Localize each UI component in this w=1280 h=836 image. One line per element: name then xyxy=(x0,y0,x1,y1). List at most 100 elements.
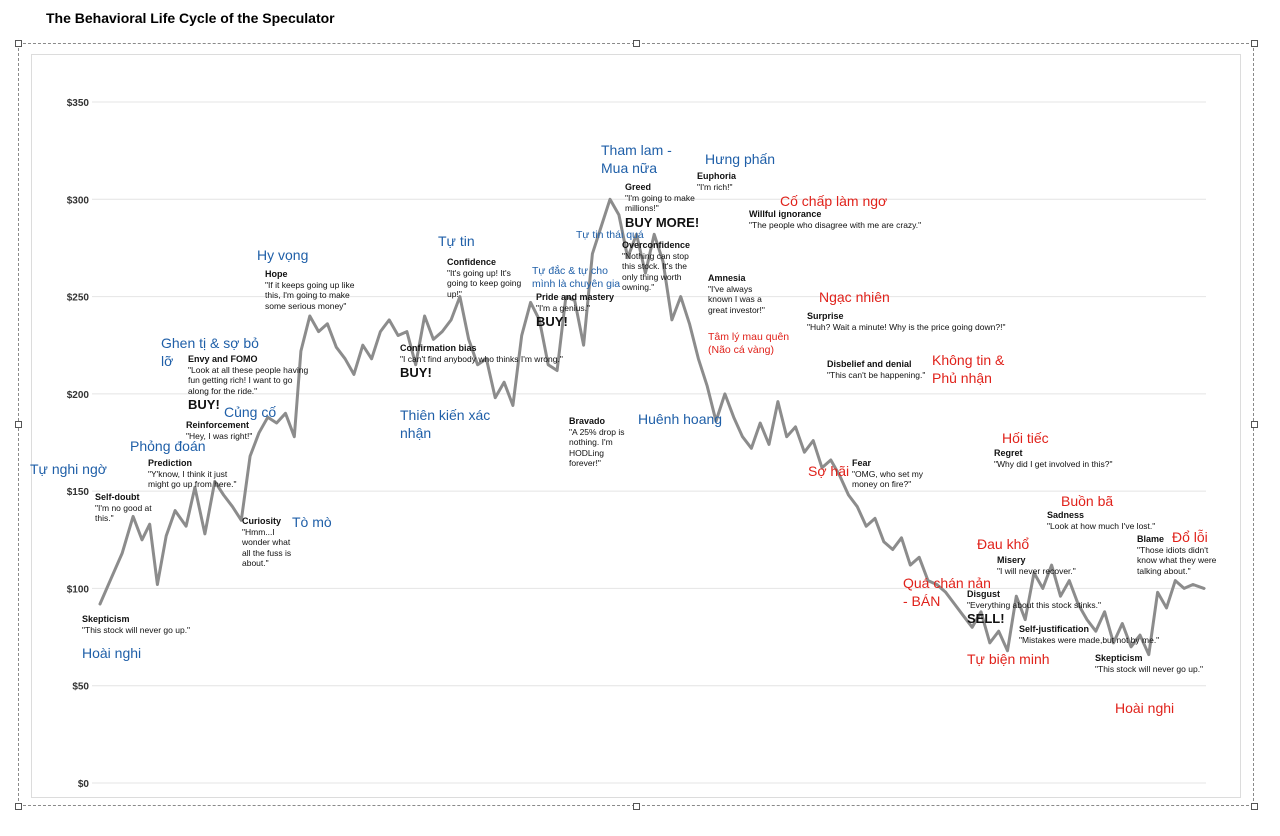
annotation-head: Confidence xyxy=(447,257,497,267)
annotation-pride-mastery: Pride and mastery "I'm a genius." BUY! xyxy=(536,292,628,330)
annotation-skepticism-end: Skepticism "This stock will never go up.… xyxy=(1095,653,1207,674)
vn-label-co-chap: Cố chấp làm ngơ xyxy=(780,193,888,209)
annotation-bravado: Bravado "A 25% drop is nothing. I'm HODL… xyxy=(569,416,627,468)
vn-label-buon-ba: Buồn bã xyxy=(1061,493,1114,509)
annotation-head: Overconfidence xyxy=(622,240,691,250)
annotation-head: Bravado xyxy=(569,416,606,426)
annotation-quote: "I've always known I was a great investo… xyxy=(708,283,765,315)
annotation-skepticism-start: Skepticism "This stock will never go up.… xyxy=(82,614,212,635)
annotation-misery: Misery "I will never recover." xyxy=(997,555,1097,576)
annotation-greed: Greed "I'm going to make millions!" BUY … xyxy=(625,182,703,231)
annotation-head: Sadness xyxy=(1047,510,1085,520)
annotation-quote: "A 25% drop is nothing. I'm HODLing fore… xyxy=(569,426,625,469)
vn-label-so-hai: Sợ hãi xyxy=(808,463,850,479)
annotation-overconfidence: Overconfidence "Nothing can stop this st… xyxy=(622,240,694,292)
chart-image-border xyxy=(31,54,1241,798)
annotation-quote: "Everything about this stock stinks." xyxy=(967,599,1102,610)
annotation-head: Curiosity xyxy=(242,516,282,526)
y-tick-label: $50 xyxy=(72,682,89,693)
annotation-self-justification: Self-justification "Mistakes were made,b… xyxy=(1019,624,1179,645)
annotation-head: Skepticism xyxy=(1095,653,1143,663)
annotation-quote: "If it keeps going up like this, I'm goi… xyxy=(265,279,355,311)
y-tick-label: $200 xyxy=(67,390,90,401)
annotation-regret: Regret "Why did I get involved in this?" xyxy=(994,448,1134,469)
resize-handle-bottom-center[interactable] xyxy=(633,803,640,810)
annotation-head: Skepticism xyxy=(82,614,130,624)
vn-label-dau-kho: Đau khổ xyxy=(977,536,1030,552)
vn-label-ngac-nhien: Ngạc nhiên xyxy=(819,289,890,305)
annotation-quote: "Hmm...I wonder what all the fuss is abo… xyxy=(242,526,292,569)
annotation-head: Misery xyxy=(997,555,1026,565)
annotation-quote: "Look at how much I've lost." xyxy=(1047,520,1156,531)
y-tick-label: $0 xyxy=(78,779,90,790)
annotation-quote: "This stock will never go up." xyxy=(82,624,191,635)
annotation-quote: "This can't be happening." xyxy=(827,369,926,380)
annotation-curiosity: Curiosity "Hmm...I wonder what all the f… xyxy=(242,516,292,568)
annotation-fear: Fear "OMG, who set my money on fire?" xyxy=(852,458,932,490)
vn-label-hoai-nghi-start: Hoài nghi xyxy=(82,645,142,661)
vn-label-hoi-tiec: Hối tiếc xyxy=(1002,430,1049,446)
annotation-action: BUY MORE! xyxy=(625,214,700,230)
annotation-quote: "Huh? Wait a minute! Why is the price go… xyxy=(807,321,1006,332)
annotation-head: Self-doubt xyxy=(95,492,140,502)
annotation-hope: Hope "If it keeps going up like this, I'… xyxy=(265,269,365,311)
annotation-head: Blame xyxy=(1137,534,1165,544)
annotation-disbelief-denial: Disbelief and denial "This can't be happ… xyxy=(827,359,937,380)
resize-handle-top-right[interactable] xyxy=(1251,40,1258,47)
vn-label-tu-bien-minh: Tự biện minh xyxy=(967,651,1050,667)
vn-label-do-loi: Đổ lỗi xyxy=(1172,529,1208,545)
annotation-quote: "Look at all these people having fun get… xyxy=(188,364,309,396)
annotation-head: Disbelief and denial xyxy=(827,359,912,369)
annotation-willful-ignorance: Willful ignorance "The people who disagr… xyxy=(749,209,939,230)
annotation-head: Regret xyxy=(994,448,1023,458)
annotation-action: BUY! xyxy=(536,314,568,330)
annotation-action: BUY! xyxy=(188,397,220,413)
annotation-head: Surprise xyxy=(807,311,844,321)
annotation-head: Pride and mastery xyxy=(536,292,615,302)
vn-label-khong-tin: Không tin & Phủ nhận xyxy=(932,352,1005,386)
annotation-head: Euphoria xyxy=(697,171,737,181)
vn-label-tu-tin-thai-qua: Tự tin thái quá xyxy=(576,229,644,241)
annotation-quote: "Mistakes were made,but not by me." xyxy=(1019,634,1160,645)
resize-handle-bottom-left[interactable] xyxy=(15,803,22,810)
annotation-quote: "Nothing can stop this stock. It's the o… xyxy=(622,250,689,293)
annotation-envy-fomo: Envy and FOMO "Look at all these people … xyxy=(188,354,310,413)
annotation-blame: Blame "Those idiots didn't know what the… xyxy=(1137,534,1219,576)
resize-handle-bottom-right[interactable] xyxy=(1251,803,1258,810)
annotation-confirmation-bias: Confirmation bias "I can't find anybody … xyxy=(400,343,575,381)
annotation-quote: "I can't find anybody who thinks I'm wro… xyxy=(400,353,563,364)
vn-label-hoai-nghi-end: Hoài nghi xyxy=(1115,700,1175,716)
document-title: The Behavioral Life Cycle of the Specula… xyxy=(46,10,335,26)
price-line xyxy=(98,197,1206,657)
resize-handle-middle-right[interactable] xyxy=(1251,421,1258,428)
annotation-quote: "It's going up! It's going to keep going… xyxy=(447,267,522,299)
annotation-self-doubt: Self-doubt "I'm no good at this." xyxy=(95,492,153,524)
annotation-head: Amnesia xyxy=(708,273,746,283)
annotation-quote: "I will never recover." xyxy=(997,565,1076,576)
annotation-action: BUY! xyxy=(400,365,432,381)
annotation-head: Hope xyxy=(265,269,288,279)
annotation-head: Fear xyxy=(852,458,872,468)
y-tick-label: $250 xyxy=(67,293,90,304)
vn-label-tu-tin: Tự tin xyxy=(438,233,475,249)
annotation-disgust: Disgust "Everything about this stock sti… xyxy=(967,589,1117,627)
y-tick-label: $100 xyxy=(67,584,90,595)
annotation-surprise: Surprise "Huh? Wait a minute! Why is the… xyxy=(807,311,1027,332)
annotation-head: Prediction xyxy=(148,458,193,468)
annotation-amnesia: Amnesia "I've always known I was a great… xyxy=(708,273,768,315)
resize-handle-top-center[interactable] xyxy=(633,40,640,47)
resize-handle-middle-left[interactable] xyxy=(15,421,22,428)
annotation-quote: "I'm a genius." xyxy=(536,302,590,313)
annotation-quote: "Y'know, I think it just might go up fro… xyxy=(148,468,237,490)
annotation-quote: "This stock will never go up." xyxy=(1095,663,1204,674)
vn-label-huenh-hoang: Huênh hoang xyxy=(638,411,723,427)
annotation-quote: "Hey, I was right!" xyxy=(186,430,253,441)
annotation-euphoria: Euphoria "I'm rich!" xyxy=(697,171,747,192)
annotation-quote: "The people who disagree with me are cra… xyxy=(749,219,922,230)
annotation-head: Willful ignorance xyxy=(749,209,822,219)
annotation-head: Disgust xyxy=(967,589,1001,599)
annotation-head: Envy and FOMO xyxy=(188,354,258,364)
vn-label-qua-chan-nan: Quá chán nản - BÁN xyxy=(903,575,991,609)
resize-handle-top-left[interactable] xyxy=(15,40,22,47)
